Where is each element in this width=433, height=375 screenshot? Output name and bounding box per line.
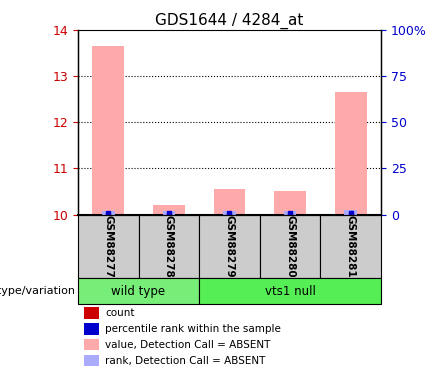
Text: genotype/variation: genotype/variation xyxy=(0,286,75,296)
Text: GSM88280: GSM88280 xyxy=(285,215,295,278)
Text: value, Detection Call = ABSENT: value, Detection Call = ABSENT xyxy=(105,340,271,350)
Bar xyxy=(284,211,297,214)
Text: vts1 null: vts1 null xyxy=(265,285,316,297)
Bar xyxy=(84,308,99,319)
FancyBboxPatch shape xyxy=(78,214,139,278)
Bar xyxy=(344,210,357,214)
Bar xyxy=(84,323,99,334)
FancyBboxPatch shape xyxy=(199,214,260,278)
Text: rank, Detection Call = ABSENT: rank, Detection Call = ABSENT xyxy=(105,356,265,366)
FancyBboxPatch shape xyxy=(139,214,199,278)
Text: count: count xyxy=(105,308,135,318)
Text: wild type: wild type xyxy=(112,285,165,297)
Text: GSM88277: GSM88277 xyxy=(103,215,113,278)
Bar xyxy=(162,211,175,214)
FancyBboxPatch shape xyxy=(78,278,199,304)
Bar xyxy=(102,211,115,214)
Text: GSM88278: GSM88278 xyxy=(164,215,174,278)
FancyBboxPatch shape xyxy=(260,214,320,278)
Bar xyxy=(274,192,306,214)
Bar xyxy=(213,189,246,214)
Bar xyxy=(84,355,99,366)
Bar xyxy=(84,339,99,350)
Bar xyxy=(335,92,367,214)
Bar xyxy=(223,211,236,214)
Bar xyxy=(92,46,124,214)
FancyBboxPatch shape xyxy=(199,278,381,304)
FancyBboxPatch shape xyxy=(320,214,381,278)
Text: GSM88279: GSM88279 xyxy=(224,215,235,278)
Bar xyxy=(153,206,185,214)
Title: GDS1644 / 4284_at: GDS1644 / 4284_at xyxy=(155,12,304,28)
Text: percentile rank within the sample: percentile rank within the sample xyxy=(105,324,281,334)
Text: GSM88281: GSM88281 xyxy=(346,215,356,278)
